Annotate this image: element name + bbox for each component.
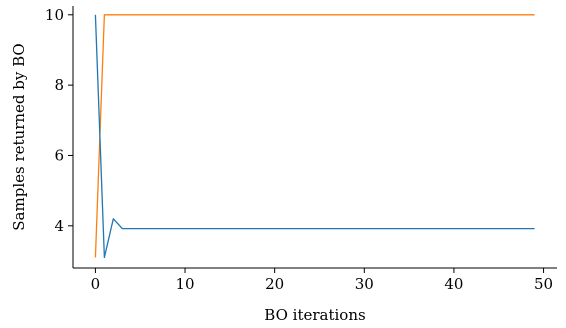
x-tick-label: 50 <box>534 275 553 293</box>
x-axis-label: BO iterations <box>264 306 365 324</box>
x-tick-label: 40 <box>444 275 463 293</box>
y-tick-label: 6 <box>54 146 64 164</box>
y-tick-label: 4 <box>54 217 64 235</box>
plot-area <box>94 14 535 259</box>
x-tick-label: 10 <box>175 275 194 293</box>
x-axis-ticks: 0 10 20 30 40 50 <box>91 268 553 293</box>
series-line-2 <box>94 14 535 259</box>
series-line-1 <box>94 14 535 258</box>
y-tick-label: 8 <box>54 76 64 94</box>
x-tick-label: 20 <box>265 275 284 293</box>
y-tick-label: 10 <box>45 6 64 24</box>
y-axis-label: Samples returned by BO <box>10 43 28 230</box>
x-tick-label: 30 <box>355 275 374 293</box>
x-tick-label: 0 <box>91 275 101 293</box>
y-axis-ticks: 4 6 8 10 <box>45 6 73 235</box>
